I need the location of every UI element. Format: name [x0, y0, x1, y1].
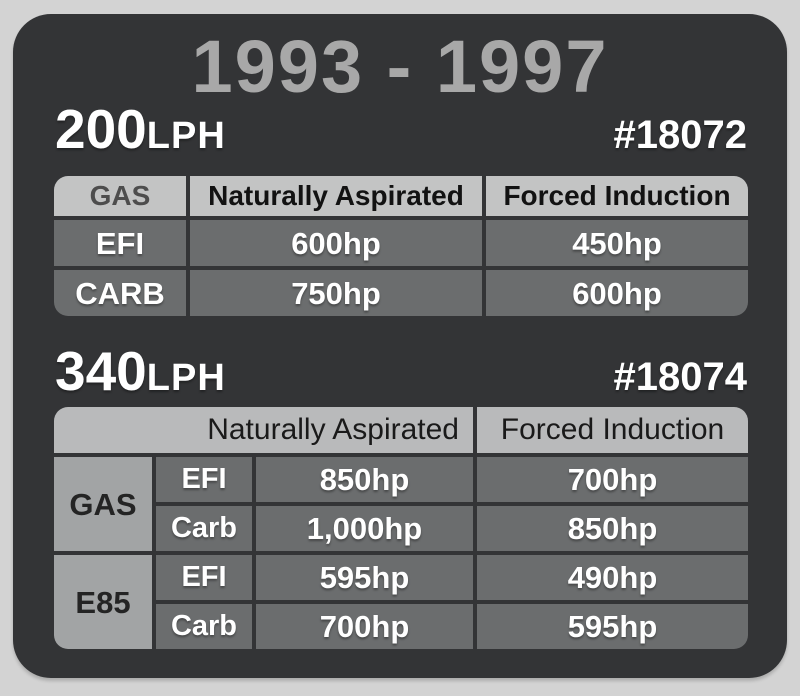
table-340lph: Naturally Aspirated Forced Induction GAS… — [54, 407, 748, 649]
hp-value-gas-carb-na: 1,000hp — [256, 506, 473, 551]
flow-rate-value: 200 — [55, 98, 147, 160]
flow-rate-value: 340 — [55, 340, 147, 402]
row-label-carb: CARB — [54, 270, 186, 316]
spec-card: 1993 - 1997 200LPH #18072 GAS Naturally … — [13, 14, 787, 678]
column-header-forced-induction: Forced Induction — [477, 407, 748, 453]
flow-rate-unit: LPH — [146, 357, 226, 399]
flow-rating-340: 340LPH — [55, 344, 226, 399]
row-label-e85-efi: EFI — [156, 555, 252, 600]
hp-value-e85-efi-fi: 490hp — [477, 555, 748, 600]
flow-rate-unit: LPH — [146, 115, 226, 157]
hp-value-e85-efi-na: 595hp — [256, 555, 473, 600]
column-header-forced-induction: Forced Induction — [486, 176, 748, 216]
fuel-group-label-gas: GAS — [54, 457, 152, 551]
section-header-200lph: 200LPH #18072 — [55, 102, 747, 157]
part-number-18074: #18074 — [613, 355, 747, 399]
hp-value-carb-fi: 600hp — [486, 270, 748, 316]
hp-value-gas-efi-na: 850hp — [256, 457, 473, 502]
column-header-naturally-aspirated: Naturally Aspirated — [54, 407, 473, 453]
hp-value-efi-fi: 450hp — [486, 220, 748, 266]
hp-value-gas-efi-fi: 700hp — [477, 457, 748, 502]
column-header-gas: GAS — [54, 176, 186, 216]
hp-value-e85-carb-fi: 595hp — [477, 604, 748, 649]
hp-value-e85-carb-na: 700hp — [256, 604, 473, 649]
row-label-gas-efi: EFI — [156, 457, 252, 502]
column-header-naturally-aspirated: Naturally Aspirated — [190, 176, 482, 216]
hp-value-carb-na: 750hp — [190, 270, 482, 316]
part-number-18072: #18072 — [613, 113, 747, 157]
table-200lph: GAS Naturally Aspirated Forced Induction… — [54, 176, 748, 316]
row-label-efi: EFI — [54, 220, 186, 266]
fuel-group-label-e85: E85 — [54, 555, 152, 649]
flow-rating-200: 200LPH — [55, 102, 226, 157]
row-label-e85-carb: Carb — [156, 604, 252, 649]
section-header-340lph: 340LPH #18074 — [55, 344, 747, 399]
hp-value-efi-na: 600hp — [190, 220, 482, 266]
page-title: 1993 - 1997 — [191, 25, 609, 108]
hp-value-gas-carb-fi: 850hp — [477, 506, 748, 551]
row-label-gas-carb: Carb — [156, 506, 252, 551]
